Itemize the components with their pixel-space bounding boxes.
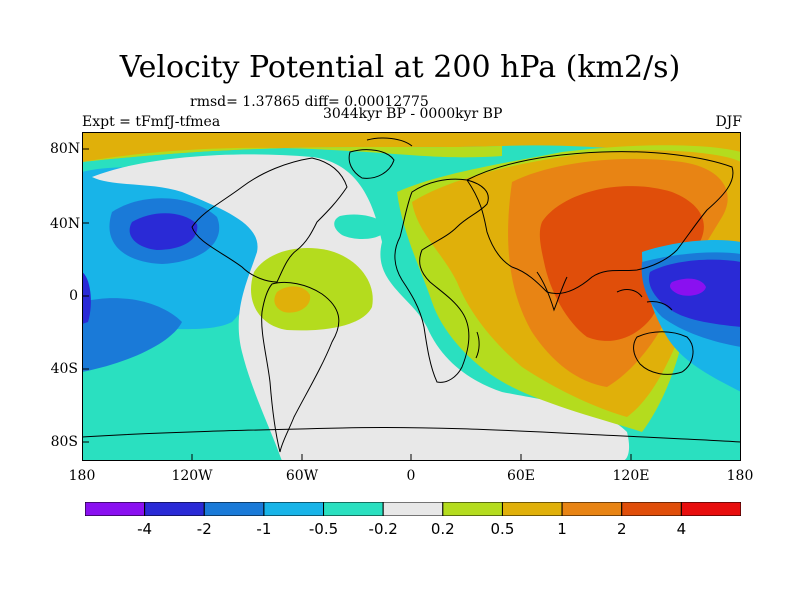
colorbar-label: -0.2 bbox=[368, 520, 398, 538]
velocity-potential-map bbox=[82, 132, 741, 461]
lat-label-80n: 80N bbox=[50, 141, 81, 157]
colorbar-swatch bbox=[263, 502, 325, 516]
colorbar-swatch bbox=[203, 502, 265, 516]
colorbar-label: -2 bbox=[196, 520, 212, 538]
colorbar-label: -4 bbox=[137, 520, 153, 538]
experiment-label: Expt = tFmfJ-tfmea bbox=[82, 114, 221, 130]
lon-label-0: 0 bbox=[406, 468, 416, 484]
colorbar-swatch bbox=[85, 502, 146, 516]
axis-ticks bbox=[82, 148, 632, 461]
lon-label-180e: 180 bbox=[726, 468, 754, 484]
colorbar-swatch bbox=[501, 502, 563, 516]
lat-label-40s: 40S bbox=[50, 361, 78, 377]
colorbar-swatch bbox=[382, 502, 444, 516]
lon-label-120w: 120W bbox=[171, 468, 213, 484]
lon-label-60e: 60E bbox=[506, 468, 536, 484]
lon-label-180w: 180 bbox=[68, 468, 96, 484]
colorbar-swatch bbox=[561, 502, 623, 516]
colorbar bbox=[85, 502, 741, 516]
coastlines bbox=[82, 137, 741, 453]
lon-label-60w: 60W bbox=[285, 468, 319, 484]
lon-label-120e: 120E bbox=[612, 468, 650, 484]
lat-label-80s: 80S bbox=[50, 434, 78, 450]
map-title: Velocity Potential at 200 hPa (km2/s) bbox=[119, 50, 681, 85]
colorbar-swatch bbox=[442, 502, 503, 516]
colorbar-label: 1 bbox=[557, 520, 567, 538]
colorbar-label: 4 bbox=[676, 520, 687, 538]
colorbar-swatch bbox=[323, 502, 384, 516]
colorbar-label: 0.5 bbox=[490, 520, 515, 538]
colorbar-label: 0.2 bbox=[430, 520, 455, 538]
colorbar-swatch bbox=[144, 502, 205, 516]
time-period: 3044kyr BP - 0000kyr BP bbox=[323, 106, 503, 122]
lat-label-40n: 40N bbox=[50, 216, 81, 232]
colorbar-label: 2 bbox=[616, 520, 627, 538]
rmsd-stats: rmsd= 1.37865 diff= 0.00012775 bbox=[190, 94, 429, 110]
lat-label-eq: 0 bbox=[69, 288, 78, 304]
contour-field bbox=[82, 132, 741, 461]
colorbar-label: -1 bbox=[256, 520, 272, 538]
colorbar-label: -0.5 bbox=[308, 520, 339, 538]
colorbar-swatch bbox=[680, 502, 741, 516]
colorbar-swatch bbox=[621, 502, 682, 516]
season-label: DJF bbox=[715, 114, 742, 130]
